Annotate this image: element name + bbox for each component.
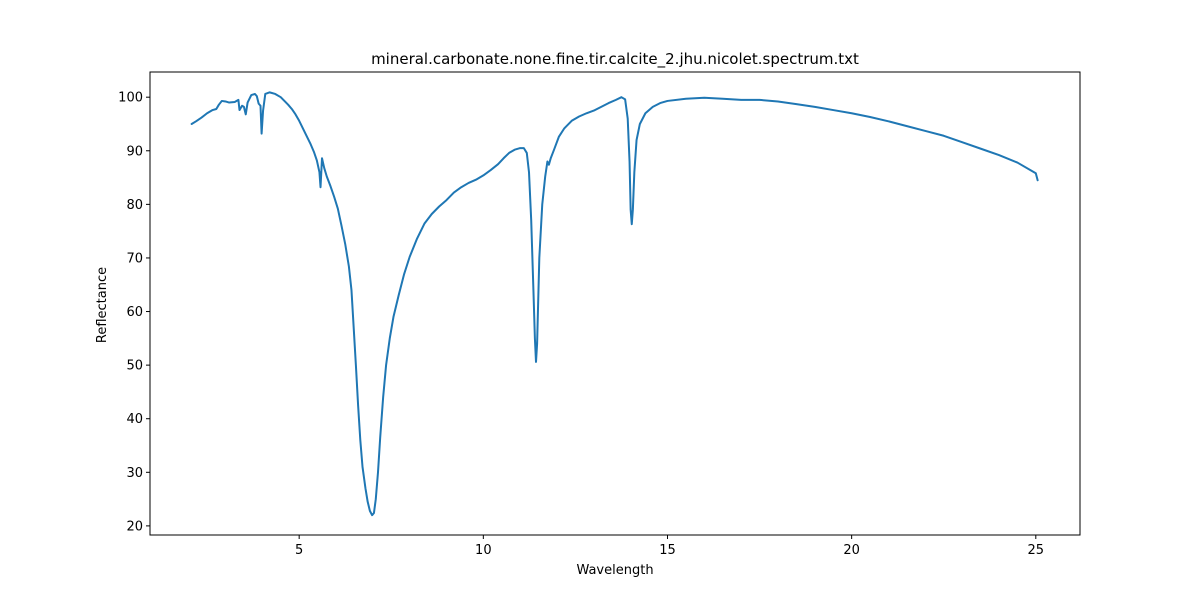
series-line-0 bbox=[190, 91, 1039, 517]
y-tick-label: 40 bbox=[126, 412, 143, 427]
y-tick-label: 90 bbox=[126, 144, 143, 159]
y-tick-label: 70 bbox=[126, 251, 143, 266]
y-tick-label: 30 bbox=[126, 466, 143, 481]
x-tick-label: 20 bbox=[843, 543, 860, 558]
chart-title: mineral.carbonate.none.fine.tir.calcite_… bbox=[371, 50, 859, 69]
y-tick-label: 20 bbox=[126, 519, 143, 534]
x-tick-label: 25 bbox=[1028, 543, 1045, 558]
y-tick-label: 100 bbox=[118, 91, 143, 106]
y-axis: 20 30 40 50 60 70 80 90 100 bbox=[118, 91, 150, 534]
x-axis-label: Wavelength bbox=[576, 563, 653, 578]
x-axis: 5 10 15 20 25 bbox=[295, 535, 1044, 558]
x-tick-label: 15 bbox=[659, 543, 676, 558]
x-tick-label: 5 bbox=[295, 543, 303, 558]
y-axis-label: Reflectance bbox=[95, 267, 110, 343]
y-tick-label: 60 bbox=[126, 305, 143, 320]
x-tick-label: 10 bbox=[475, 543, 492, 558]
plot-frame bbox=[149, 71, 1081, 536]
y-tick-label: 80 bbox=[126, 198, 143, 213]
plot-area bbox=[190, 91, 1039, 517]
y-tick-label: 50 bbox=[126, 359, 143, 374]
